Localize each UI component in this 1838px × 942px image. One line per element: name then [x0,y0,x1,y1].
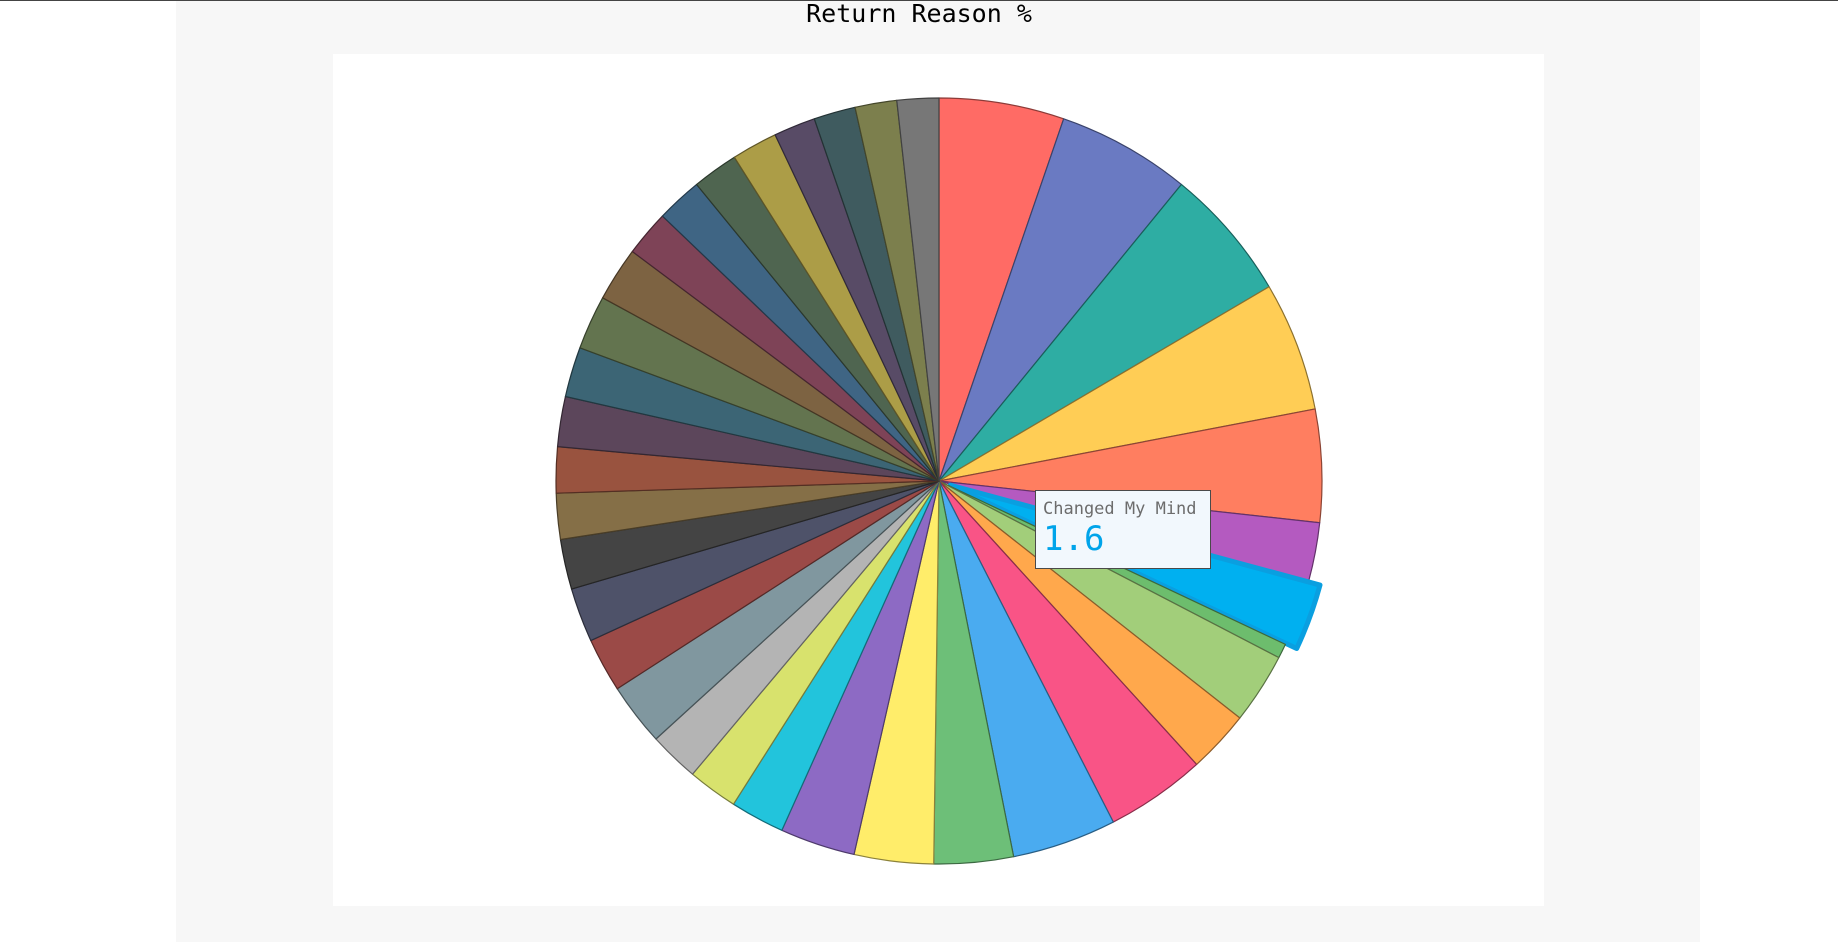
tooltip-label: Changed My Mind [1043,499,1197,519]
pie-slice-2[interactable] [938,118,1182,482]
tooltip-value: 1.6 [1043,519,1105,559]
pie-slice-36[interactable] [896,97,940,482]
pie-slice-4[interactable] [938,286,1316,482]
chart-title: Return Reason % [806,0,1032,28]
tooltip: Changed My Mind 1.6 [1035,490,1211,569]
pie-slice-3[interactable] [938,183,1270,482]
top-rule [0,0,1838,1]
